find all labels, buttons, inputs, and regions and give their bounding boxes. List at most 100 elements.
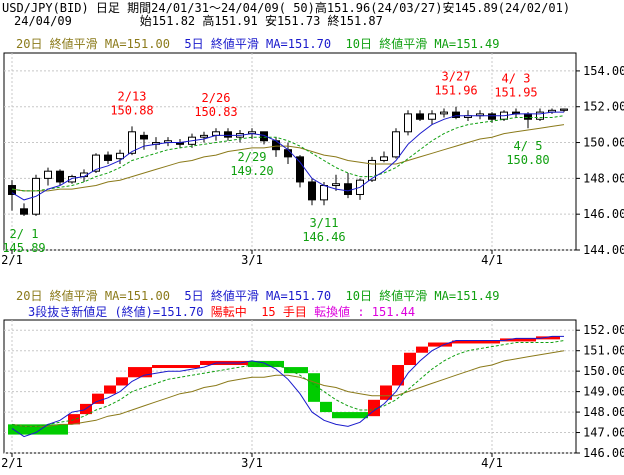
- annotation-high-value: 150.88: [110, 103, 153, 117]
- renko-ma10-line: [11, 340, 565, 427]
- candle-up: [68, 176, 76, 183]
- candle-up: [320, 185, 328, 201]
- legend-ma5: 5日 終値平滑 MA=151.70: [184, 37, 332, 51]
- y-tick-label: 154.00: [583, 64, 624, 78]
- ma5-line: [11, 111, 564, 201]
- legend2-ma20: 20日 終値平滑 MA=151.00: [16, 289, 170, 303]
- y-tick-label: 144.00: [583, 243, 624, 257]
- legend2-ma10: 10日 終値平滑 MA=151.49: [345, 289, 500, 303]
- candle-up: [536, 111, 544, 120]
- lower-legend: 20日 終値平滑 MA=151.00 5日 終値平滑 MA=151.70 10日…: [16, 289, 499, 303]
- annotation-high-value: 150.83: [194, 105, 237, 119]
- candle-down: [56, 170, 64, 183]
- y-tick-label: 148.00: [583, 405, 624, 419]
- y-tick-label: 146.00: [583, 207, 624, 221]
- y-tick-label: 152.00: [583, 323, 624, 337]
- annotation-low-date: 4/ 5: [514, 139, 543, 153]
- annotation-high-date: 2/26: [202, 91, 231, 105]
- candle-down: [260, 131, 268, 142]
- chart-header-period: USD/JPY(BID) 日足 期間24/01/31～24/04/09( 50)…: [2, 1, 571, 15]
- renko-brick-up: [500, 338, 536, 342]
- ma20-line: [11, 124, 565, 192]
- renko-brick-down: [320, 401, 332, 413]
- candle-down: [20, 208, 28, 215]
- x-tick-label: 2/1: [1, 253, 23, 267]
- renko-brick-up: [104, 385, 116, 394]
- y-tick-label: 149.00: [583, 385, 624, 399]
- chart-header-latest: 24/04/09 始151.82 高151.91 安151.73 終151.87: [14, 14, 383, 28]
- legend-ma10: 10日 終値平滑 MA=151.49: [345, 37, 500, 51]
- x-tick-label: 3/1: [241, 456, 263, 470]
- candle-up: [116, 152, 124, 160]
- renko-brick-down: [284, 367, 308, 374]
- candle-up: [128, 131, 136, 154]
- annotation-low-value: 149.20: [230, 164, 273, 178]
- annotation-low-value: 150.80: [506, 153, 549, 167]
- x-tick-label: 3/1: [241, 253, 263, 267]
- y-tick-label: 150.00: [583, 364, 624, 378]
- renko-brick-up: [128, 367, 152, 378]
- renko-brick-up: [404, 352, 416, 366]
- x-tick-label: 2/1: [1, 456, 23, 470]
- turn-state: 陽転中: [210, 305, 247, 319]
- renko-brick-up: [116, 377, 128, 386]
- renko-brick-up: [392, 365, 404, 386]
- renko-ma5-line: [11, 335, 564, 438]
- candle-up: [92, 154, 100, 172]
- renko-brick-up: [92, 393, 104, 404]
- candle-down: [308, 181, 316, 201]
- turn-value: 転換値 : 151.44: [314, 305, 416, 319]
- renko-ma20-line: [11, 350, 565, 427]
- candle-down: [224, 131, 232, 138]
- candle-down: [524, 113, 532, 120]
- candle-up: [200, 134, 208, 138]
- renko-brick-up: [452, 340, 500, 344]
- annotation-high-date: 3/27: [442, 70, 471, 84]
- legend2-ma5: 5日 終値平滑 MA=151.70: [184, 289, 332, 303]
- y-tick-label: 150.00: [583, 136, 624, 150]
- renko-brick-up: [536, 336, 560, 340]
- candle-up: [428, 113, 436, 120]
- annotation-low-value: 146.46: [302, 230, 345, 244]
- renko-brick-up: [416, 346, 428, 353]
- annotation-low-date: 3/11: [310, 216, 339, 230]
- candle-up: [560, 108, 568, 111]
- candle-up: [332, 183, 340, 187]
- candle-up: [212, 131, 220, 136]
- renko-brick-down: [8, 424, 68, 435]
- renko-brick-down: [308, 373, 320, 402]
- y-tick-label: 147.00: [583, 426, 624, 440]
- candle-down: [296, 156, 304, 183]
- renko-label: 3段抜き新値足 (終値)=151.70: [28, 305, 204, 319]
- y-tick-label: 151.00: [583, 344, 624, 358]
- legend-ma20: 20日 終値平滑 MA=151.00: [16, 37, 170, 51]
- renko-status-line: 3段抜き新値足 (終値)=151.70 陽転中 15 手目 転換値 : 151.…: [28, 305, 415, 319]
- upper-legend: 20日 終値平滑 MA=151.00 5日 終値平滑 MA=151.70 10日…: [16, 37, 499, 51]
- annotation-high-date: 2/13: [118, 89, 147, 103]
- candle-down: [284, 149, 292, 158]
- latest-date: 24/04/09: [14, 14, 72, 28]
- plot-frame-2: [3, 319, 577, 454]
- brick-count: 15 手目: [261, 305, 307, 319]
- y-tick-label: 148.00: [583, 171, 624, 185]
- candle-up: [368, 159, 376, 181]
- candle-up: [392, 131, 400, 158]
- latest-ohlc: 始151.82 高151.91 安151.73 終151.87: [139, 14, 383, 28]
- ma10-line: [11, 115, 565, 192]
- candle-up: [404, 113, 412, 133]
- candle-down: [416, 113, 424, 120]
- renko-brick-up: [152, 365, 200, 369]
- annotation-high-value: 151.96: [434, 84, 477, 98]
- renko-brick-up: [368, 399, 380, 417]
- candle-down: [140, 134, 148, 140]
- renko-brick-up: [380, 385, 392, 400]
- renko-brick-up: [428, 342, 452, 347]
- candle-down: [344, 183, 352, 195]
- y-tick-label: 152.00: [583, 100, 624, 114]
- candle-up: [380, 156, 388, 161]
- candle-up: [44, 170, 52, 179]
- annotation-low-date: 2/ 1: [10, 227, 39, 241]
- y-tick-label: 146.00: [583, 446, 624, 460]
- candle-down: [488, 113, 496, 120]
